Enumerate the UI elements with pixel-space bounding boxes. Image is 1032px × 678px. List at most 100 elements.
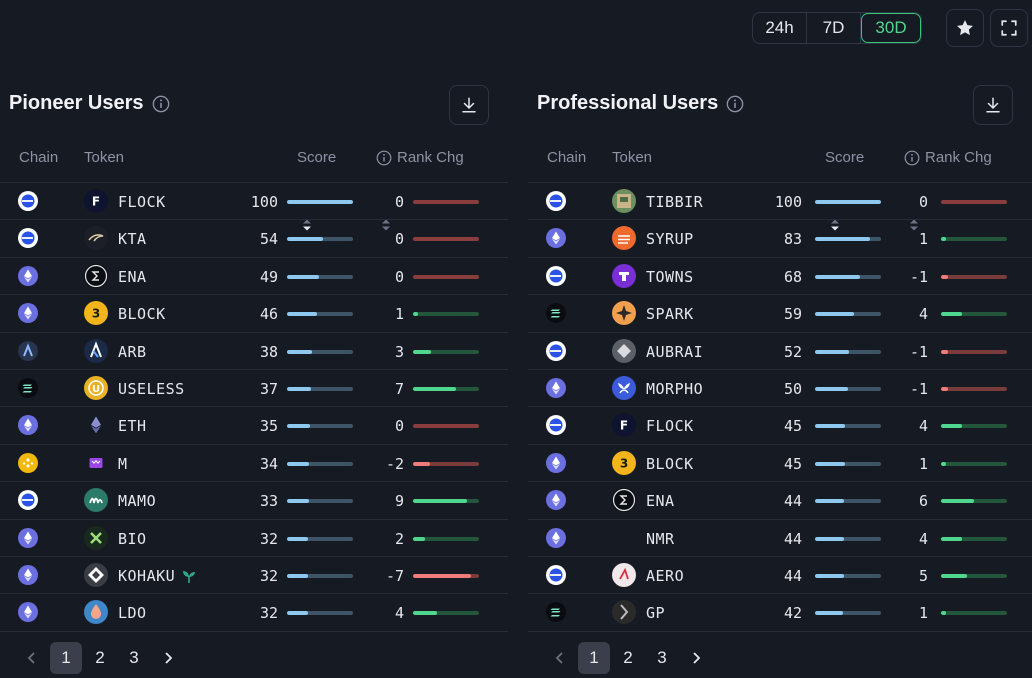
download-button[interactable] — [973, 85, 1013, 125]
token-name[interactable]: ARB — [118, 343, 147, 361]
rank-change-value: 0 — [394, 230, 404, 249]
table-row[interactable]: MORPHO 50 -1 — [528, 370, 1032, 408]
fullscreen-button[interactable] — [990, 9, 1028, 47]
token-name[interactable]: ETH — [118, 417, 147, 435]
table-row[interactable]: AUBRAI 52 -1 — [528, 333, 1032, 370]
score-value: 83 — [783, 230, 802, 249]
token-name[interactable]: MORPHO — [646, 380, 703, 398]
table-row[interactable]: U USELESS 37 7 — [0, 370, 508, 408]
table-row[interactable]: ENA 49 0 — [0, 258, 508, 296]
table-row[interactable]: ETH 35 0 — [0, 407, 508, 445]
page-3-button[interactable]: 3 — [657, 648, 667, 667]
token-name[interactable]: BIO — [118, 530, 147, 548]
timeframe-30d-button[interactable]: 30D — [861, 13, 921, 43]
table-row[interactable]: GP 42 1 — [528, 594, 1032, 632]
timeframe-7d-button[interactable]: 7D — [807, 13, 861, 43]
rank-change-column-header[interactable]: Rank Chg — [376, 149, 464, 231]
token-symbol: SYRUP — [646, 230, 694, 249]
page-2-button[interactable]: 2 — [623, 648, 633, 667]
table-row[interactable]: 3 BLOCK 46 1 — [0, 295, 508, 333]
table-row[interactable]: ARB 38 3 — [0, 333, 508, 370]
info-icon[interactable] — [376, 150, 392, 166]
table-row[interactable]: MAMO 33 9 — [0, 482, 508, 520]
score-value: 33 — [259, 492, 278, 511]
token-name[interactable]: TIBBIR — [646, 193, 703, 211]
download-button[interactable] — [449, 85, 489, 125]
score-bar — [815, 237, 881, 242]
table-row[interactable]: NMR 44 4 — [528, 520, 1032, 557]
rank-change-value: 4 — [918, 305, 928, 324]
score-column-header[interactable]: Score — [825, 149, 864, 231]
token-name[interactable]: ENA — [646, 492, 675, 510]
token-name[interactable]: NMR — [646, 530, 675, 548]
score-column-header[interactable]: Score — [297, 149, 336, 231]
token-name[interactable]: SPARK — [646, 305, 694, 323]
token-name[interactable]: M — [118, 455, 128, 473]
token-name[interactable]: TOWNS — [646, 268, 694, 286]
score-bar-fill — [287, 573, 309, 578]
rank-change-value: 1 — [918, 454, 928, 473]
token-name[interactable]: ENA — [118, 268, 147, 286]
token-name[interactable]: AUBRAI — [646, 343, 703, 361]
score-bar — [287, 499, 353, 504]
score-bar-fill — [815, 349, 850, 354]
rank-change-value: 2 — [394, 529, 404, 548]
table-row[interactable]: TOWNS 68 -1 — [528, 258, 1032, 296]
rank-change-bar — [941, 611, 1007, 616]
prev-page-button[interactable] — [16, 642, 48, 674]
next-page-button[interactable] — [680, 642, 712, 674]
token-symbol: FLOCK — [118, 193, 166, 211]
next-page-button[interactable] — [152, 642, 184, 674]
token-name[interactable]: KTA — [118, 230, 147, 248]
table-row[interactable]: LDO 32 4 — [0, 594, 508, 632]
prev-page-button[interactable] — [544, 642, 576, 674]
score-value: 32 — [259, 529, 278, 548]
table-row[interactable]: M 34 -2 — [0, 445, 508, 483]
table-row[interactable]: SPARK 59 4 — [528, 295, 1032, 333]
panel-title: Pioneer Users — [9, 92, 170, 115]
table-row[interactable]: F FLOCK 45 4 — [528, 407, 1032, 445]
table-row[interactable]: 3 BLOCK 45 1 — [528, 445, 1032, 483]
score-value: 42 — [783, 604, 802, 623]
table-row[interactable]: KTA 54 0 — [0, 220, 508, 258]
ethereum-chain-icon — [18, 564, 38, 585]
page-2-button[interactable]: 2 — [95, 648, 105, 667]
page-3-button[interactable]: 3 — [129, 648, 139, 667]
rank-change-bar — [413, 200, 479, 204]
token-name[interactable]: USELESS — [118, 380, 185, 398]
score-bar-fill — [287, 386, 312, 391]
arbitrum-chain-icon — [18, 340, 38, 361]
favorite-button[interactable] — [946, 9, 984, 47]
info-icon[interactable] — [152, 95, 170, 113]
table-row[interactable]: KOHAKU 32 -7 — [0, 557, 508, 595]
token-name[interactable]: FLOCK — [646, 417, 694, 435]
table-row[interactable]: F FLOCK 100 0 — [0, 183, 508, 221]
token-name[interactable]: LDO — [118, 604, 147, 622]
token-name[interactable]: BLOCK — [118, 305, 166, 323]
token-name[interactable]: SYRUP — [646, 230, 694, 248]
table-row[interactable]: AERO 44 5 — [528, 557, 1032, 595]
token-symbol: TIBBIR — [646, 193, 704, 211]
page-1-button[interactable]: 1 — [50, 642, 82, 674]
page-1-button[interactable]: 1 — [578, 642, 610, 674]
score-bar-fill — [287, 237, 323, 242]
panel-title-text: Pioneer Users — [9, 92, 144, 114]
token-name[interactable]: KOHAKU — [118, 567, 197, 585]
table-row[interactable]: ENA 44 6 — [528, 482, 1032, 520]
rank-change-column-header[interactable]: Rank Chg — [904, 149, 992, 231]
table-row[interactable]: SYRUP 83 1 — [528, 220, 1032, 258]
info-icon[interactable] — [904, 150, 920, 166]
token-name[interactable]: AERO — [646, 567, 684, 585]
token-name[interactable]: FLOCK — [118, 193, 166, 211]
info-icon[interactable] — [726, 95, 744, 113]
table-row[interactable]: TIBBIR 100 0 — [528, 183, 1032, 221]
score-value: 37 — [259, 379, 278, 398]
timeframe-24h-button[interactable]: 24h — [753, 13, 807, 43]
rank-change-value: 5 — [918, 566, 928, 585]
table-row[interactable]: BIO 32 2 — [0, 520, 508, 557]
token-name[interactable]: GP — [646, 604, 665, 622]
token-name[interactable]: BLOCK — [646, 455, 694, 473]
rank-change-bar — [941, 573, 1007, 578]
token-name[interactable]: MAMO — [118, 492, 156, 510]
score-value: 44 — [783, 566, 802, 585]
